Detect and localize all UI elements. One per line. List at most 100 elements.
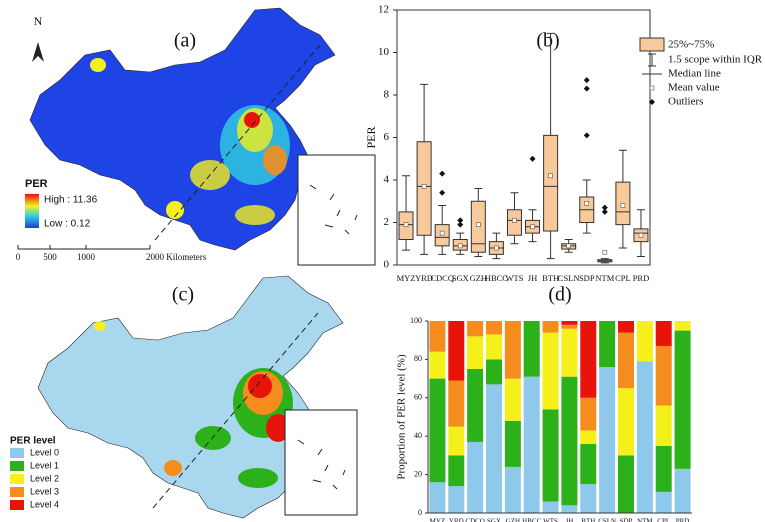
bar-segment	[656, 346, 672, 406]
scale-label: 2000 Kilometers	[146, 252, 207, 262]
x-tick-label: YRD	[449, 518, 464, 522]
y-tick-label: 0	[418, 508, 422, 517]
x-tick-label: CDCQ	[430, 273, 454, 283]
bar-segment	[429, 352, 445, 379]
x-tick-label: SDP	[620, 518, 633, 522]
panel-label: (c)	[172, 284, 194, 306]
bar-segment	[505, 421, 521, 467]
bar-segment	[543, 501, 559, 513]
mean-marker	[440, 231, 444, 235]
bar-segment	[656, 405, 672, 445]
x-tick-label: GZH	[506, 518, 520, 522]
bar-segment	[467, 336, 483, 369]
bar-segment	[524, 321, 540, 377]
legend-title: PER	[25, 178, 48, 190]
bar-segment	[580, 321, 596, 398]
legend-label: Level 2	[30, 473, 59, 483]
x-tick-label: PRD	[676, 518, 690, 522]
legend-high: High : 11.36	[44, 195, 98, 206]
mean-marker	[512, 218, 516, 222]
legend-mean	[650, 86, 654, 90]
x-tick-label: HBCC	[522, 518, 541, 522]
bar-segment	[429, 482, 445, 513]
bar-segment	[599, 321, 615, 367]
outlier	[457, 217, 463, 223]
bar-segment	[637, 361, 653, 513]
bar-segment	[448, 455, 464, 486]
mean-marker	[422, 184, 426, 188]
legend-label: Level 3	[30, 486, 59, 496]
outlier	[584, 77, 590, 83]
scale-label: 500	[43, 252, 57, 262]
bar-segment	[618, 321, 634, 333]
bar-segment	[429, 379, 445, 483]
y-tick-label: 60	[414, 393, 422, 402]
legend-label: Level 4	[30, 499, 59, 509]
legend-label: Median line	[668, 68, 721, 80]
x-tick-label: NTM	[637, 518, 653, 522]
outlier	[439, 190, 445, 196]
map-a: N (a) PER High : 11.36 Low : 0.12 0 500 …	[16, 8, 375, 265]
bar-segment	[448, 486, 464, 513]
legend-label: Outliers	[668, 96, 703, 108]
legend-label: Level 0	[30, 447, 59, 457]
bar-segment	[561, 325, 577, 329]
x-tick-label: BTH	[581, 518, 595, 522]
mean-marker	[639, 233, 643, 237]
x-tick-label: SDP	[579, 273, 595, 283]
bar-segment	[561, 377, 577, 506]
y-tick-label: 0	[384, 259, 390, 271]
y-tick-label: 12	[378, 4, 389, 16]
mean-marker	[458, 244, 462, 248]
x-tick-label: CSLN	[558, 273, 580, 283]
mean-marker	[603, 250, 607, 254]
x-tick-label: JH	[566, 518, 574, 522]
mean-marker	[621, 204, 625, 208]
x-tick-label: CSLN	[598, 518, 616, 522]
mean-marker	[531, 225, 535, 229]
chart-title: (d)	[548, 284, 571, 306]
legend-title: PER level	[10, 436, 56, 447]
bar-segment	[561, 329, 577, 377]
panel-label: (a)	[174, 30, 196, 52]
bar-segment	[618, 333, 634, 389]
x-tick-label: JH	[528, 273, 537, 283]
y-tick-label: 100	[410, 316, 422, 325]
y-tick-label: 8	[384, 89, 390, 101]
x-tick-label: WTS	[505, 273, 523, 283]
bar-segment	[486, 384, 502, 513]
mean-marker	[567, 244, 571, 248]
bar-segment	[675, 469, 691, 513]
legend-swatch	[10, 500, 24, 510]
bar-segment	[580, 430, 596, 443]
bar-segment	[599, 367, 615, 513]
bar-segment	[580, 444, 596, 484]
bar-segment	[543, 333, 559, 410]
y-tick-label: 2	[384, 216, 390, 228]
bar-segment	[543, 321, 559, 333]
legend-low: Low : 0.12	[44, 219, 91, 230]
bar-segment	[467, 321, 483, 336]
x-tick-label: SGX	[487, 518, 501, 522]
y-tick-label: 6	[384, 131, 390, 143]
mean-marker	[476, 223, 480, 227]
bar-segment	[618, 388, 634, 455]
bar-segment	[675, 321, 691, 331]
bar-segment	[524, 377, 540, 513]
bar-segment	[618, 455, 634, 513]
bar-segment	[467, 442, 483, 513]
legend-swatch	[10, 487, 24, 497]
scale-label: 0	[16, 252, 21, 262]
bar-segment	[429, 321, 445, 352]
x-tick-label: WTS	[543, 518, 558, 522]
x-tick-label: MYZ	[430, 518, 446, 522]
bar-segment	[580, 484, 596, 513]
bar-segment	[580, 398, 596, 431]
y-tick-label: 4	[384, 174, 390, 186]
bar-segment	[448, 321, 464, 381]
bar-segment	[486, 359, 502, 384]
figure: N (a) PER High : 11.36 Low : 0.12 0 500 …	[0, 0, 765, 522]
x-tick-label: BTH	[542, 273, 559, 283]
x-tick-label: CPL	[657, 518, 670, 522]
outlier	[439, 171, 445, 177]
